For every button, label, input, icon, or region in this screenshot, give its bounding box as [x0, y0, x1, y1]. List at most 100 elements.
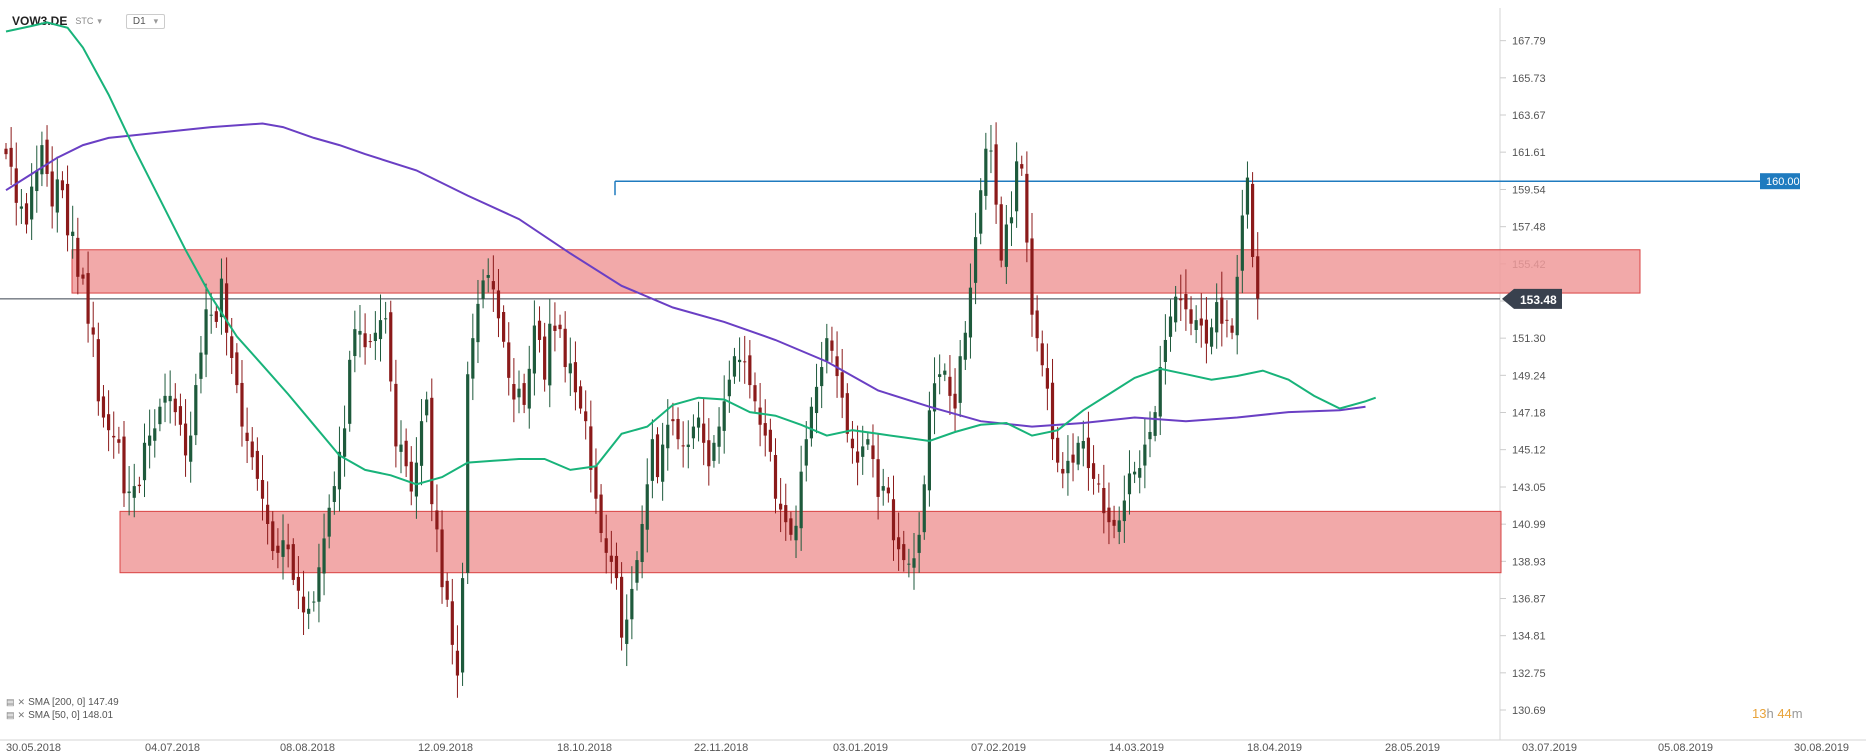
y-tick-label: 145.12 [1512, 445, 1546, 457]
candle-bear [1030, 238, 1034, 315]
candle-bear [1230, 325, 1234, 333]
candle-bear [65, 183, 70, 236]
candle-bear [768, 429, 772, 452]
candle-bull [527, 368, 531, 409]
candle-bull [1143, 444, 1147, 466]
candle-bull [809, 406, 814, 439]
candle-bear [240, 382, 244, 427]
candle-bull [548, 323, 552, 386]
candle-bear [584, 411, 588, 422]
candle-bull [419, 421, 424, 466]
current-price-label: 153.48 [1520, 293, 1557, 307]
candle-bull [19, 206, 23, 209]
candle-bear [553, 325, 557, 331]
candle-bear [276, 545, 280, 553]
candle-bear [81, 274, 85, 279]
candle-bull [737, 359, 742, 363]
candle-bull [199, 352, 203, 379]
candle-bull [342, 428, 347, 457]
settings-icon[interactable]: ▤ [6, 697, 15, 707]
candle-bear [368, 341, 372, 343]
candle-bull [35, 170, 39, 192]
indicator-legend: ▤ ✕ SMA [200, 0] 147.49 ▤ ✕ SMA [50, 0] … [6, 696, 119, 722]
candle-bull [640, 523, 644, 563]
candle-bull [696, 417, 701, 428]
candle-bear [871, 445, 875, 460]
candle-bear [137, 484, 141, 487]
candle-bull [1240, 215, 1244, 271]
candle-bear [1256, 256, 1260, 299]
y-tick-label: 147.18 [1512, 407, 1546, 419]
close-icon[interactable]: ✕ [17, 710, 26, 720]
candle-bull [686, 444, 690, 448]
candle-bear [850, 438, 855, 449]
candle-bear [543, 336, 547, 380]
candle-bear [1220, 297, 1224, 324]
candle-bear [230, 336, 234, 359]
candle-bull [1245, 177, 1250, 215]
candle-bear [86, 273, 90, 324]
candle-bull [927, 410, 931, 491]
chevron-down-icon[interactable]: ▾ [97, 15, 102, 26]
y-tick-label: 151.30 [1512, 333, 1546, 345]
candle-bear [789, 518, 793, 535]
y-tick-label: 157.48 [1512, 222, 1546, 234]
candle-bull [158, 406, 162, 425]
upper-zone [71, 249, 1641, 294]
candle-bear [250, 441, 254, 458]
candle-bear [578, 386, 583, 409]
candle-bull [717, 426, 721, 447]
candle-bear [301, 596, 306, 613]
y-tick-label: 149.24 [1512, 370, 1546, 382]
candle-bull [1153, 412, 1157, 436]
settings-icon[interactable]: ▤ [6, 710, 15, 720]
candle-bull [984, 148, 988, 196]
candle-bear [902, 544, 906, 561]
candle-bull [1163, 339, 1167, 362]
indicator-sma200[interactable]: ▤ ✕ SMA [200, 0] 147.49 [6, 696, 119, 709]
current-price-box [1502, 288, 1562, 309]
candle-bear [266, 504, 270, 524]
candle-bull [650, 439, 654, 481]
candle-bear [784, 505, 788, 523]
candle-bear [676, 418, 680, 440]
candle-bear [702, 423, 706, 443]
candle-bull [958, 356, 962, 403]
candle-bear [573, 362, 578, 393]
candle-bear [758, 407, 762, 425]
sma200-line [5, 122, 1366, 428]
candle-bear [45, 139, 49, 174]
candle-bear [840, 372, 844, 398]
candle-bear [117, 439, 121, 443]
x-tick-label: 07.02.2019 [971, 742, 1026, 754]
candle-bear [1225, 319, 1229, 321]
candle-bear [1045, 368, 1049, 389]
candle-bear [60, 180, 65, 191]
candle-bull [1009, 217, 1014, 224]
y-tick-label: 130.69 [1512, 705, 1546, 717]
candle-bear [1179, 298, 1183, 301]
candle-bear [224, 283, 229, 333]
candle-bull [307, 608, 311, 614]
candle-bull [127, 491, 131, 494]
candle-bear [773, 455, 778, 499]
candle-bull [568, 363, 572, 374]
x-tick-label: 22.11.2018 [694, 742, 748, 754]
countdown-hours-unit: h [1766, 706, 1774, 721]
timeframe-select[interactable]: D1 ▾ [125, 13, 166, 29]
candle-bull [635, 560, 639, 583]
candle-bear [599, 494, 603, 534]
candle-bull [30, 186, 34, 220]
candle-bull [425, 399, 429, 416]
candle-bull [932, 383, 937, 412]
candle-bear [1086, 437, 1091, 469]
candle-bull [1117, 520, 1121, 532]
x-tick-label: 28.05.2019 [1385, 742, 1440, 754]
candle-bear [763, 423, 767, 436]
candle-bear [620, 576, 624, 638]
close-icon[interactable]: ✕ [17, 697, 26, 707]
y-tick-label: 161.61 [1512, 147, 1546, 159]
candle-bear [450, 601, 454, 645]
indicator-sma50[interactable]: ▤ ✕ SMA [50, 0] 148.01 [6, 709, 119, 722]
